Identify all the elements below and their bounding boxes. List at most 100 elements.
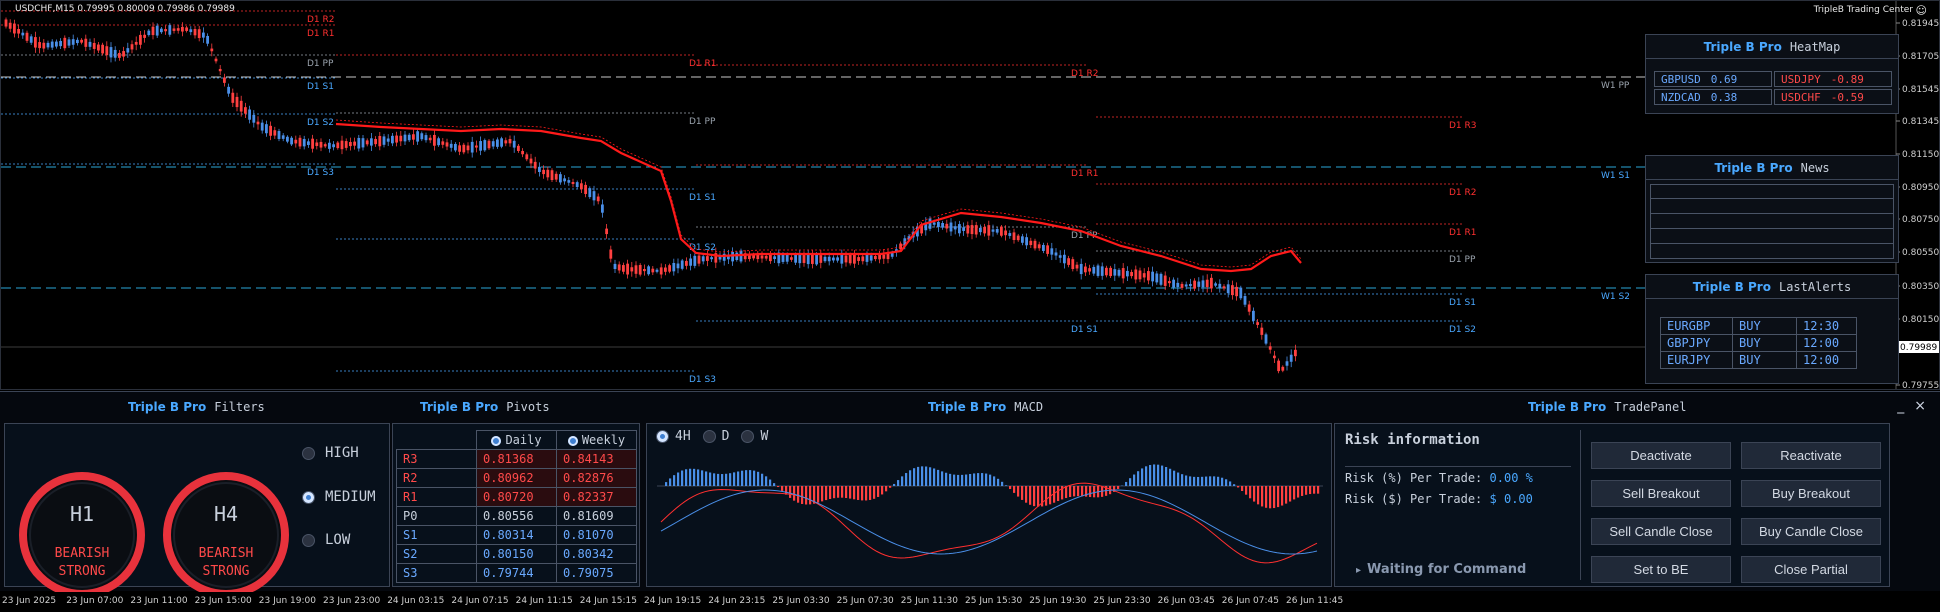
news-row[interactable] — [1650, 229, 1894, 244]
macd-tab-d[interactable]: D — [702, 429, 729, 444]
alert-row[interactable]: EURGBP BUY 12:30 — [1660, 317, 1857, 335]
alert-row[interactable]: EURJPY BUY 12:00 — [1660, 351, 1857, 369]
candle-body — [869, 255, 873, 261]
candle-body — [865, 254, 869, 262]
macd-bar — [749, 470, 752, 486]
macd-bar — [1149, 464, 1152, 486]
candle-body — [701, 256, 705, 262]
time-tick-label: 23 Jun 11:00 — [130, 596, 188, 606]
candle-body — [139, 34, 142, 45]
macd-bar — [1169, 468, 1172, 486]
radio-selected-icon[interactable] — [491, 435, 502, 446]
filter-level-medium[interactable]: MEDIUM — [302, 489, 376, 505]
radio-selected-icon[interactable] — [567, 435, 578, 446]
minimize-icon[interactable]: _ — [1897, 398, 1905, 414]
heatmap-cell[interactable]: USDCHF -0.59 — [1774, 89, 1892, 105]
candle-body — [1205, 279, 1209, 288]
candle-body — [966, 225, 970, 234]
macd-tab-4h[interactable]: 4H — [656, 429, 691, 444]
macd-bar — [929, 467, 932, 486]
candle-body — [420, 133, 424, 140]
reactivate-button[interactable]: Reactivate — [1741, 442, 1881, 469]
sell-breakout-button[interactable]: Sell Breakout — [1591, 480, 1731, 507]
pivot-level-label: D1 S1 — [1449, 298, 1476, 308]
news-row[interactable] — [1650, 184, 1894, 199]
candle-body — [819, 255, 823, 263]
macd-bar — [1057, 486, 1060, 502]
candle-body — [517, 145, 520, 151]
alert-row[interactable]: GBPJPY BUY 12:00 — [1660, 334, 1857, 352]
candle-body — [840, 254, 844, 264]
sell-candle-close-button[interactable]: Sell Candle Close — [1591, 518, 1731, 545]
candle-body — [1197, 281, 1201, 287]
macd-bar — [1233, 484, 1236, 486]
heatmap-cell[interactable]: GBPUSD 0.69 — [1654, 71, 1772, 87]
time-tick-label: 24 Jun 03:15 — [387, 596, 445, 606]
macd-bar — [1309, 486, 1312, 495]
candlestick-chart[interactable]: 0.81945 0.81705 0.81545 0.81345 0.81150 0.809… — [1, 1, 1940, 390]
news-row[interactable] — [1650, 199, 1894, 214]
pivots-name: Pivots — [506, 400, 550, 414]
pivot-level-label: D1 S2 — [689, 243, 716, 253]
filter-level-high[interactable]: HIGH — [302, 445, 359, 461]
candle-body — [1134, 269, 1138, 280]
candle-body — [752, 254, 755, 259]
candle-body — [941, 223, 944, 228]
risk-title: Risk information — [1345, 432, 1480, 448]
candle-body — [1201, 280, 1205, 288]
news-row[interactable] — [1650, 214, 1894, 229]
candle-body — [1193, 280, 1196, 289]
candle-body — [781, 254, 785, 262]
radio-selected-icon[interactable] — [302, 490, 315, 504]
candle-body — [269, 125, 272, 136]
candle-body — [176, 28, 180, 31]
heatmap-cell[interactable]: USDJPY -0.89 — [1774, 71, 1892, 87]
macd-bar — [857, 486, 860, 500]
candle-body — [248, 109, 251, 120]
pivot-level-label: D1 PP — [307, 59, 334, 69]
radio-icon[interactable] — [302, 533, 315, 547]
candle-body — [974, 225, 978, 235]
candle-body — [332, 144, 335, 148]
candle-body — [1235, 286, 1238, 297]
candle-body — [634, 265, 638, 274]
radio-selected-icon[interactable] — [656, 430, 669, 443]
deactivate-button[interactable]: Deactivate — [1591, 442, 1731, 469]
candle-body — [1037, 244, 1041, 249]
time-tick-label: 23 Jun 15:00 — [194, 596, 252, 606]
macd-bar — [721, 474, 724, 486]
buy-breakout-button[interactable]: Buy Breakout — [1741, 480, 1881, 507]
candle-body — [302, 138, 306, 147]
candle-body — [349, 142, 352, 147]
macd-tab-w[interactable]: W — [741, 429, 768, 444]
pivot-header-daily[interactable]: Daily — [476, 430, 557, 450]
macd-bar — [1137, 471, 1140, 486]
candle-body — [1058, 255, 1062, 258]
heatmap-cell[interactable]: NZDCAD 0.38 — [1654, 89, 1772, 105]
candle-body — [399, 135, 403, 142]
candle-body — [773, 256, 776, 260]
candle-body — [370, 138, 373, 146]
filter-level-low[interactable]: LOW — [302, 532, 350, 548]
close-icon[interactable]: × — [1914, 398, 1926, 414]
macd-bar — [1281, 486, 1284, 506]
price-tick-label: 0.81705 — [1902, 52, 1939, 62]
close-partial-button[interactable]: Close Partial — [1741, 556, 1881, 583]
candle-body — [1176, 282, 1180, 287]
divider — [1580, 430, 1581, 580]
news-row[interactable] — [1650, 244, 1894, 259]
pivot-level-label: D1 R3 — [1449, 121, 1477, 131]
radio-icon[interactable] — [302, 446, 315, 460]
set-to-be-button[interactable]: Set to BE — [1591, 556, 1731, 583]
buy-candle-close-button[interactable]: Buy Candle Close — [1741, 518, 1881, 545]
macd-bar — [1177, 472, 1180, 486]
radio-icon[interactable] — [741, 430, 755, 443]
pivot-header-weekly[interactable]: Weekly — [556, 430, 637, 450]
candle-body — [59, 40, 62, 47]
price-chart[interactable]: 0.81945 0.81705 0.81545 0.81345 0.81150 0.809… — [0, 0, 1940, 390]
candle-body — [1294, 349, 1297, 357]
candle-body — [655, 269, 659, 272]
candle-body — [160, 28, 163, 33]
candle-body — [668, 265, 671, 272]
radio-icon[interactable] — [702, 430, 716, 443]
